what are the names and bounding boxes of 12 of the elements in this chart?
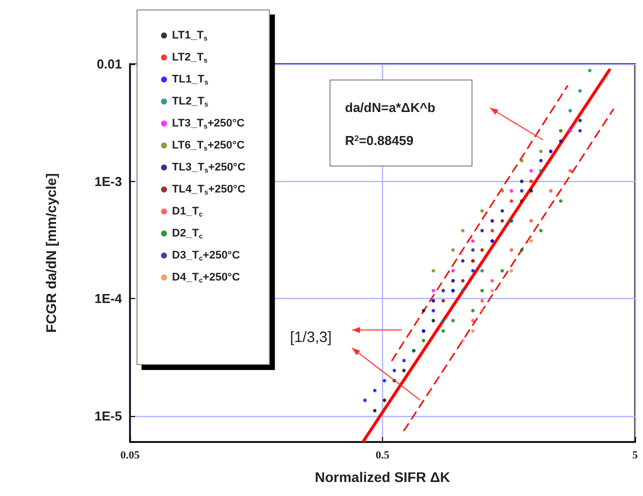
x-tick-label: 5 [632,450,638,462]
y-tick-label: 1E-5 [94,408,122,424]
y-axis-title: FCGR da/dN [mm/cycle] [43,173,59,333]
x-tick-label: 0.5 [376,450,390,462]
annotation: [1/3,3] [290,329,332,346]
y-tick-label: 1E-4 [94,291,123,306]
y-tick-label: 0.01 [96,56,122,72]
x-tick-label: 0.05 [120,450,140,462]
x-axis-title: Normalized SIFR ΔK [314,469,450,485]
annotation: R$^{2}$=0.88459 [345,133,414,148]
annotation: da/dN=a*ΔK^b [345,100,436,115]
y-tick-label: 1E-3 [94,174,122,189]
